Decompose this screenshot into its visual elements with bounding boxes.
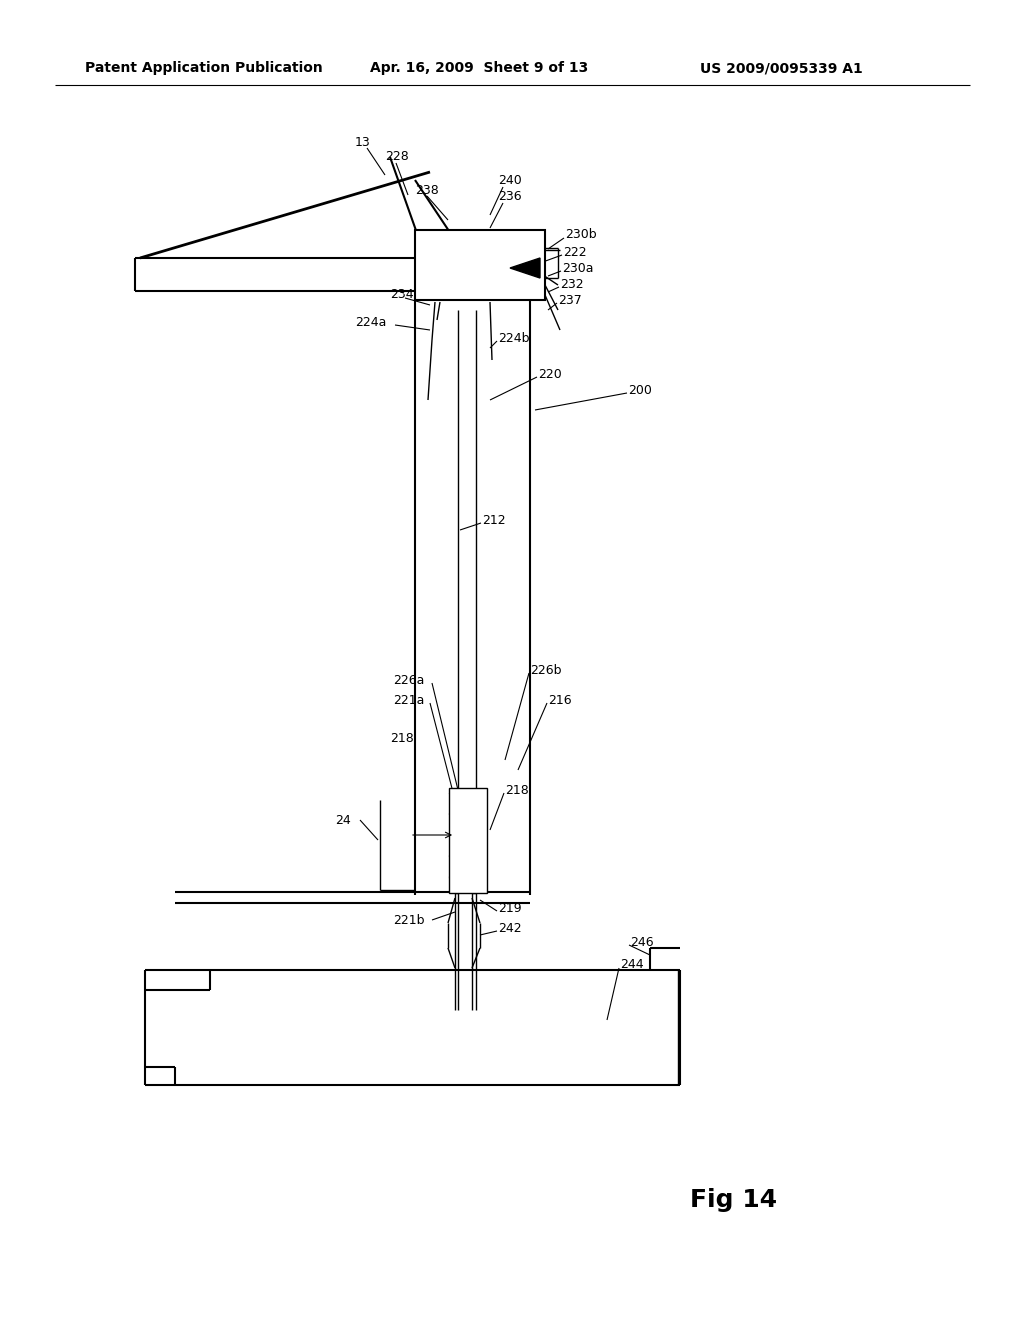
Text: Patent Application Publication: Patent Application Publication xyxy=(85,61,323,75)
Text: 236: 236 xyxy=(498,190,521,203)
Bar xyxy=(415,230,545,300)
Text: 212: 212 xyxy=(482,513,506,527)
Text: Apr. 16, 2009  Sheet 9 of 13: Apr. 16, 2009 Sheet 9 of 13 xyxy=(370,61,588,75)
Text: 240: 240 xyxy=(498,173,522,186)
Text: 13: 13 xyxy=(355,136,371,149)
Text: 226b: 226b xyxy=(530,664,561,676)
Text: 224a: 224a xyxy=(355,315,386,329)
Text: 224b: 224b xyxy=(498,331,529,345)
Polygon shape xyxy=(510,257,540,279)
Text: 230b: 230b xyxy=(565,228,597,242)
Text: 242: 242 xyxy=(498,921,521,935)
Text: 228: 228 xyxy=(385,150,409,164)
Text: 226a: 226a xyxy=(393,673,424,686)
Text: 216: 216 xyxy=(548,693,571,706)
Text: 220: 220 xyxy=(538,367,562,380)
Text: 230a: 230a xyxy=(562,261,594,275)
Text: 222: 222 xyxy=(563,246,587,259)
Text: 234: 234 xyxy=(390,289,414,301)
Text: 221a: 221a xyxy=(393,693,424,706)
Text: 219: 219 xyxy=(498,902,521,915)
Text: 246: 246 xyxy=(630,936,653,949)
Text: 244: 244 xyxy=(620,958,644,972)
Text: 24: 24 xyxy=(335,813,351,826)
Text: 200: 200 xyxy=(628,384,652,396)
Text: Fig 14: Fig 14 xyxy=(690,1188,777,1212)
Text: US 2009/0095339 A1: US 2009/0095339 A1 xyxy=(700,61,863,75)
Bar xyxy=(135,257,530,290)
Text: 237: 237 xyxy=(558,293,582,306)
Text: 238: 238 xyxy=(415,183,438,197)
Bar xyxy=(449,788,487,894)
Text: 221b: 221b xyxy=(393,913,425,927)
Text: 232: 232 xyxy=(560,277,584,290)
Text: 218: 218 xyxy=(390,731,414,744)
Text: 218: 218 xyxy=(505,784,528,796)
